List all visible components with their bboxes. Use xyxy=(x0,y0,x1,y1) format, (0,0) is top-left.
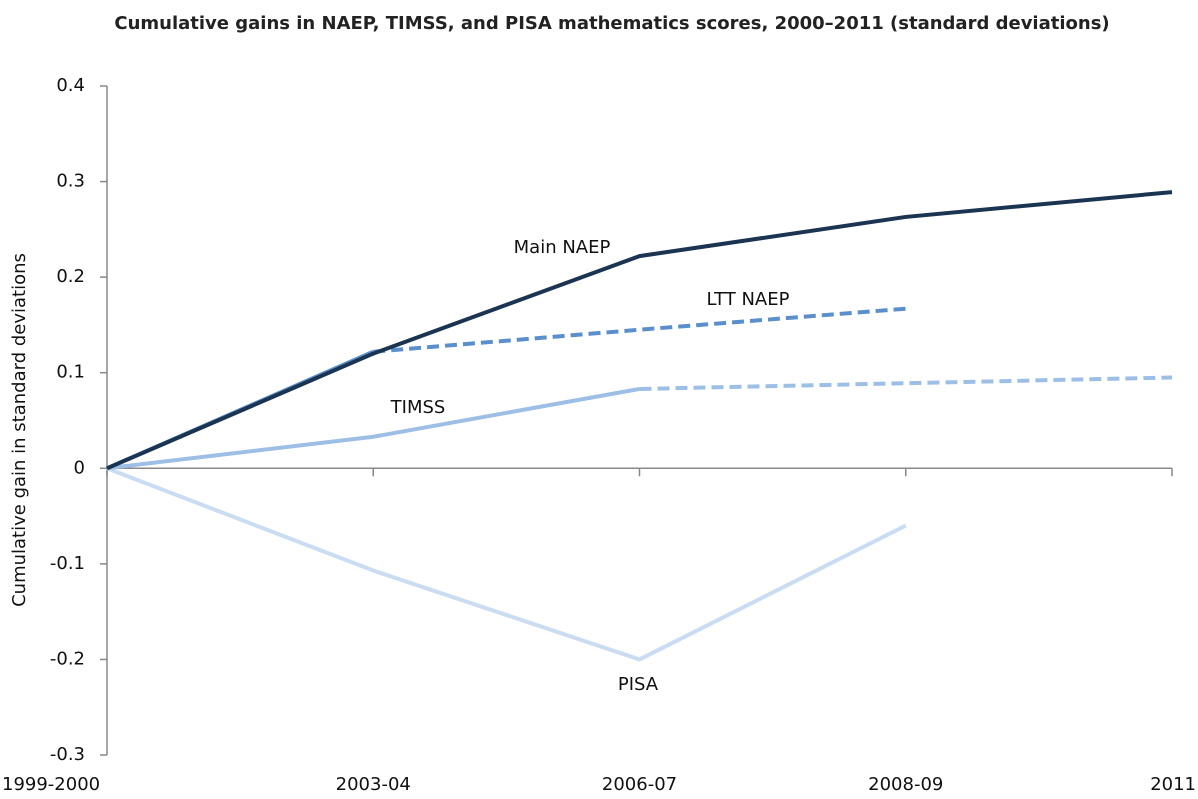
series-label: PISA xyxy=(618,674,659,695)
x-tick-label: 2008-09 xyxy=(868,774,943,795)
y-tick-label: 0.3 xyxy=(56,171,85,192)
series-label: TIMSS xyxy=(390,397,446,418)
chart-title: Cumulative gains in NAEP, TIMSS, and PIS… xyxy=(114,13,1109,34)
y-tick-label: 0.1 xyxy=(56,362,85,383)
x-tick-label: 2006-07 xyxy=(602,774,677,795)
x-tick-label: 2011 xyxy=(1150,774,1196,795)
y-tick-label: -0.3 xyxy=(50,744,85,765)
y-tick-label: -0.2 xyxy=(50,648,85,669)
y-axis-label: Cumulative gain in standard deviations xyxy=(9,253,30,607)
series-line xyxy=(106,466,907,662)
series-label: LTT NAEP xyxy=(707,289,790,310)
x-tick-label: 2003-04 xyxy=(336,774,411,795)
series-line xyxy=(373,306,906,354)
x-tick-label: 1999-2000 xyxy=(2,774,100,795)
y-tick-label: -0.1 xyxy=(50,553,85,574)
y-tick-label: 0.4 xyxy=(56,75,85,96)
series-line xyxy=(639,375,1173,391)
series-line xyxy=(106,190,1173,471)
series-line xyxy=(106,386,640,471)
y-tick-label: 0.2 xyxy=(56,266,85,287)
y-tick-label: 0 xyxy=(74,457,85,478)
series-label: Main NAEP xyxy=(514,237,611,258)
